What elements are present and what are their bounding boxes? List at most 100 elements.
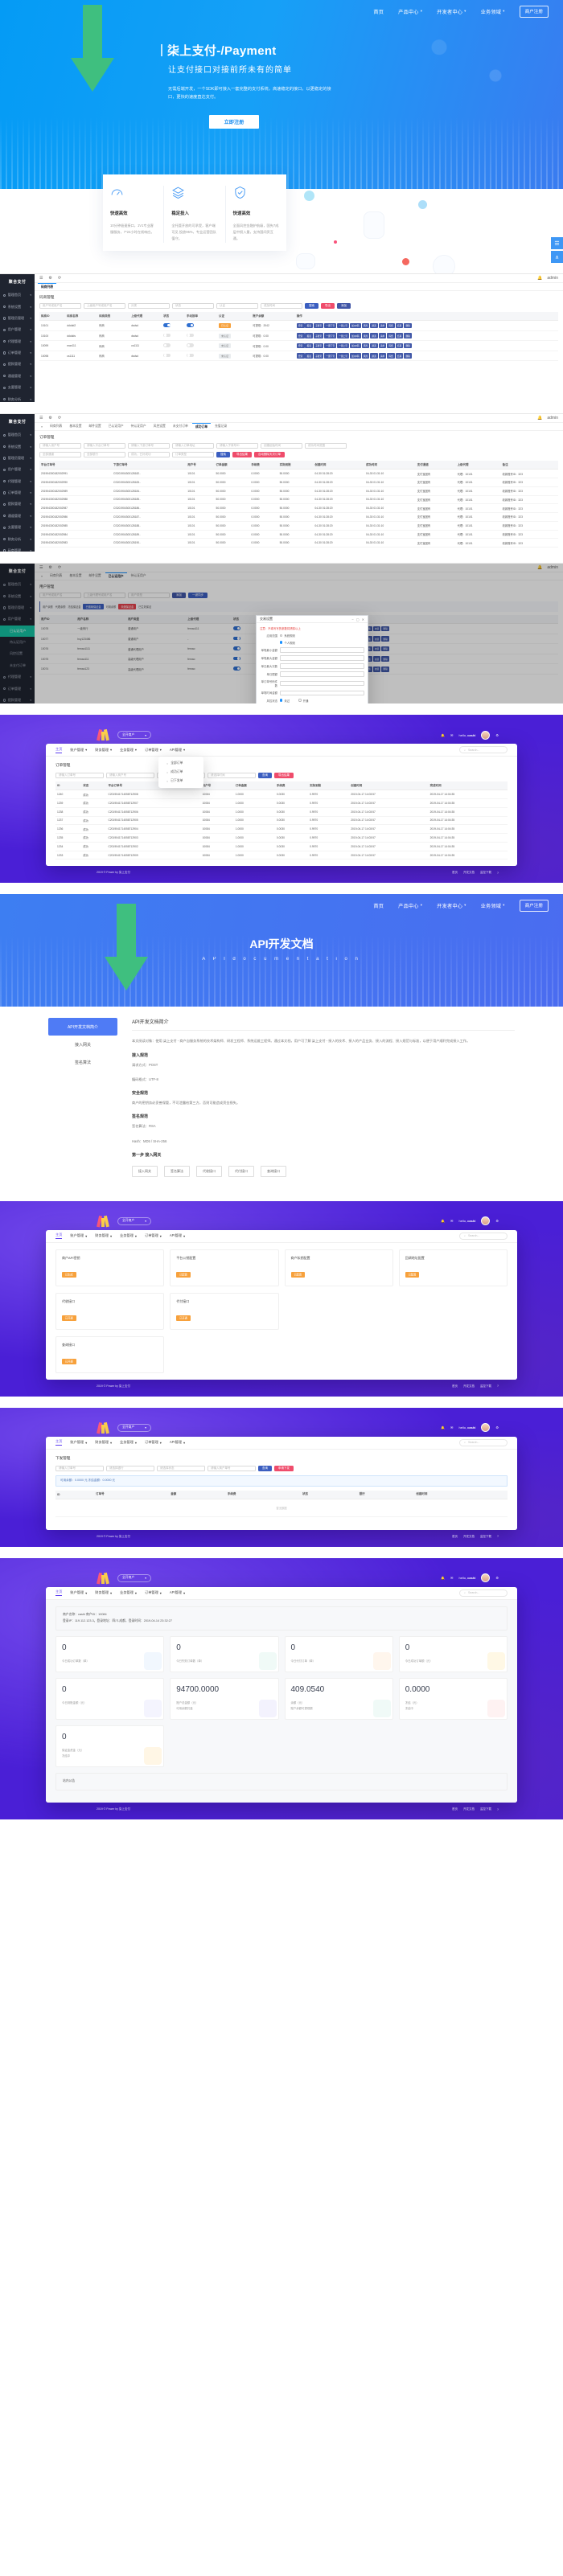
settings-icon[interactable]: ⚙ — [495, 1425, 499, 1430]
filter-row[interactable]: 请输入用户号 请输入平台订单号 请输入下游订单号 请输入订单地址 请输入子商号ID 创建起… — [39, 443, 558, 449]
minimize-icon[interactable]: − — [351, 617, 354, 621]
nav-item-business[interactable]: 业务领域 ▾ — [480, 9, 505, 15]
op-报表[interactable]: 报表 — [305, 353, 314, 359]
op-清单[interactable]: 清单 — [378, 343, 387, 349]
op-充值[interactable]: 充值 — [364, 656, 372, 662]
dropdown-item[interactable]: ◌ 全部订单 — [166, 761, 183, 765]
tab-充值记录[interactable]: 充值记录 — [215, 425, 228, 428]
sidebar-item-chart[interactable]: 财务分析 ▾ — [0, 393, 35, 402]
nav-业务管理[interactable]: 业务管理 ▾ — [120, 748, 137, 753]
nav-账户管理[interactable]: 账户管理 ▾ — [70, 1233, 87, 1238]
op-删除[interactable]: 删除 — [404, 353, 413, 359]
filter-input-3[interactable]: 订单类型 — [172, 452, 214, 457]
refresh-icon[interactable]: ⟳ — [57, 416, 62, 420]
refresh-icon[interactable]: ⟳ — [57, 276, 62, 281]
button-导出结果[interactable]: 导出结果 — [232, 452, 252, 457]
op-报表[interactable]: 报表 — [305, 333, 314, 338]
side-dock[interactable]: ☰ ∧ — [551, 237, 563, 265]
admin-menu[interactable]: 管理首页 ▾ 系统设置 ▾ 管理员管理 ▾ 用户管理 ▾ 代理管理 ▾ 订单管理 ▾ 提款管理 ▾ 通道管理… — [0, 429, 35, 552]
nav-订单管理[interactable]: 订单管理 ▾ — [145, 1440, 162, 1445]
button-自动删除天次订单[interactable]: 自动删除天次订单 — [254, 452, 285, 457]
op-通道[interactable]: 通道 — [370, 343, 378, 349]
merchant-nav[interactable]: 主页 账户管理 ▾ 财务管理 ▾ 业务管理 ▾ 订单管理 ▾ API管理 ▾ ⌕ Search... — [46, 744, 517, 757]
nav-主页[interactable]: 主页 — [55, 747, 63, 753]
api-card[interactable]: 回调地址配置 已配置 — [398, 1249, 508, 1286]
tab-codeshop-list[interactable]: 码商列表 — [38, 283, 57, 290]
op-删除[interactable]: 删除 — [404, 333, 413, 338]
filter-input-0[interactable]: 请输入订单号 — [55, 773, 104, 778]
op-充值[interactable]: 充值 — [372, 636, 381, 642]
op-结算[interactable]: 结算 — [395, 322, 404, 329]
bell-icon[interactable]: 🔔 — [537, 276, 543, 281]
toggle-switch[interactable] — [163, 353, 171, 358]
op-一键上号[interactable]: 一键上号 — [337, 353, 350, 359]
toggle-switch[interactable] — [187, 353, 195, 358]
op-一键下号[interactable]: 一键下号 — [324, 333, 337, 338]
filter-input-1[interactable]: 上级用户号或用户名 — [84, 303, 125, 309]
sidebar-item-pay[interactable]: 支要管理 ▾ — [0, 522, 35, 533]
footer-link-docs[interactable]: 开发文档 — [463, 1534, 475, 1538]
sidebar-item-channel[interactable]: 通道管理 ▾ — [0, 371, 35, 382]
toggle-switch[interactable] — [232, 646, 240, 650]
dropdown-item[interactable]: ◌ 成功订单 — [166, 770, 183, 774]
op-充值[interactable]: 充值 — [364, 636, 372, 642]
button-查询[interactable]: 查询 — [258, 1465, 272, 1471]
api-card[interactable]: 商户API密钥 已生成 — [55, 1249, 165, 1286]
merchant-nav[interactable]: 主页 账户管理 ▾ 财务管理 ▾ 业务管理 ▾ 订单管理 ▾ API管理 ▾ ⌕ Search... — [46, 1437, 517, 1450]
orders-dropdown-menu[interactable]: ◌ 全部订单 ◌ 成功订单 ◌ 已下发单 — [158, 757, 203, 788]
toggle-switch[interactable] — [163, 343, 171, 347]
op-结算[interactable]: 结算 — [395, 343, 404, 349]
sidebar-item-shield[interactable]: 管理员管理 ▾ — [0, 602, 35, 613]
sidebar-item-home[interactable]: 管理首页 ▾ — [0, 429, 35, 441]
filter-input-3[interactable]: 状态 — [172, 303, 214, 309]
nav-订单管理[interactable]: 订单管理 ▾ — [145, 1233, 162, 1238]
hero-cta-button[interactable]: 立即注册 — [209, 114, 259, 129]
sidebar-subitem[interactable]: 待认证用户 — [10, 640, 26, 645]
avatar[interactable] — [481, 1423, 491, 1433]
nav-主页[interactable]: 主页 — [55, 1439, 63, 1446]
admin-tab-bar[interactable]: « 码商列表 基本设置 邮件设置 已认证用户 待认证用户 — [35, 572, 563, 580]
nav-item-products[interactable]: 产品中心 ▾ — [398, 903, 423, 909]
op-充值[interactable]: 充值 — [364, 626, 372, 632]
sidebar-item-home[interactable]: 管理首页 ▾ — [0, 579, 35, 590]
op-子账号[interactable]: 子账号 — [313, 333, 324, 338]
help-icon[interactable]: ? — [497, 1535, 499, 1539]
op-一键下号[interactable]: 一键下号 — [324, 322, 337, 329]
sidebar-item-agent[interactable]: 代理管理 ▾ — [0, 671, 35, 683]
button-查询[interactable]: 查询 — [258, 773, 272, 778]
op-充值[interactable]: 充值 — [364, 646, 372, 652]
radio-risk-open[interactable]: 开通 — [298, 699, 308, 703]
nav-财务管理[interactable]: 财务管理 ▾ — [95, 748, 112, 753]
op-删除[interactable]: 删除 — [381, 646, 389, 652]
admin-tab-bar[interactable]: « 码商列表 基本设置 邮件设置 已认证用户 待认证用户 风控设置 未支付订单 成功订单 充值记录 — [35, 423, 563, 431]
sidebar-item-channel[interactable]: 通道管理 ▾ — [0, 511, 35, 522]
tab-已认证用户[interactable]: 已认证用户 — [105, 572, 127, 580]
site-top-navigation[interactable]: 首页 产品中心 ▾ 开发者中心 ▾ 业务领域 ▾ 商户注册 — [0, 0, 563, 23]
filter-input-3[interactable]: 请选择时间 — [208, 773, 256, 778]
nav-业务管理[interactable]: 业务管理 ▾ — [120, 1440, 137, 1445]
admin-user-label[interactable]: admin — [547, 276, 558, 281]
op-子账号[interactable]: 子账号 — [313, 343, 324, 349]
op-删除[interactable]: 删除 — [381, 656, 389, 662]
filter-input-4[interactable]: 认证 — [216, 303, 258, 309]
nav-API管理[interactable]: API管理 ▾ — [170, 748, 185, 753]
op-一键上号[interactable]: 一键上号 — [337, 322, 350, 329]
op-充值[interactable]: 充值 — [372, 626, 381, 632]
nav-订单管理[interactable]: 订单管理 ▾ — [145, 1590, 162, 1595]
merchant-switch-select[interactable]: 全开商户 ▾ — [117, 731, 151, 739]
nav-API管理[interactable]: API管理 ▾ — [170, 1590, 185, 1595]
tab-风控设置[interactable]: 风控设置 — [153, 425, 166, 428]
help-icon[interactable]: ? — [497, 1384, 499, 1388]
nav-账户管理[interactable]: 账户管理 ▾ — [70, 1590, 87, 1595]
nav-API管理[interactable]: API管理 ▾ — [170, 1440, 185, 1445]
nav-主页[interactable]: 主页 — [55, 1589, 63, 1597]
maximize-icon[interactable]: ▢ — [355, 617, 360, 621]
op-风险[interactable]: 风险 — [361, 353, 370, 359]
doc-nav-接入网关[interactable]: 接入网关 — [74, 1042, 91, 1048]
nav-财务管理[interactable]: 财务管理 ▾ — [95, 1440, 112, 1445]
field-input-单笔最大金额[interactable] — [280, 655, 364, 661]
modal-fields[interactable]: 单笔最小金额 单笔最大金额 单日最大次数 单日限额 单订单号码件数 单笔时间金额 — [260, 647, 364, 695]
gear-icon[interactable]: ⚙ — [48, 565, 52, 570]
op-通道[interactable]: 通道 — [370, 333, 378, 338]
tab-已认证用户[interactable]: 已认证用户 — [108, 425, 124, 428]
